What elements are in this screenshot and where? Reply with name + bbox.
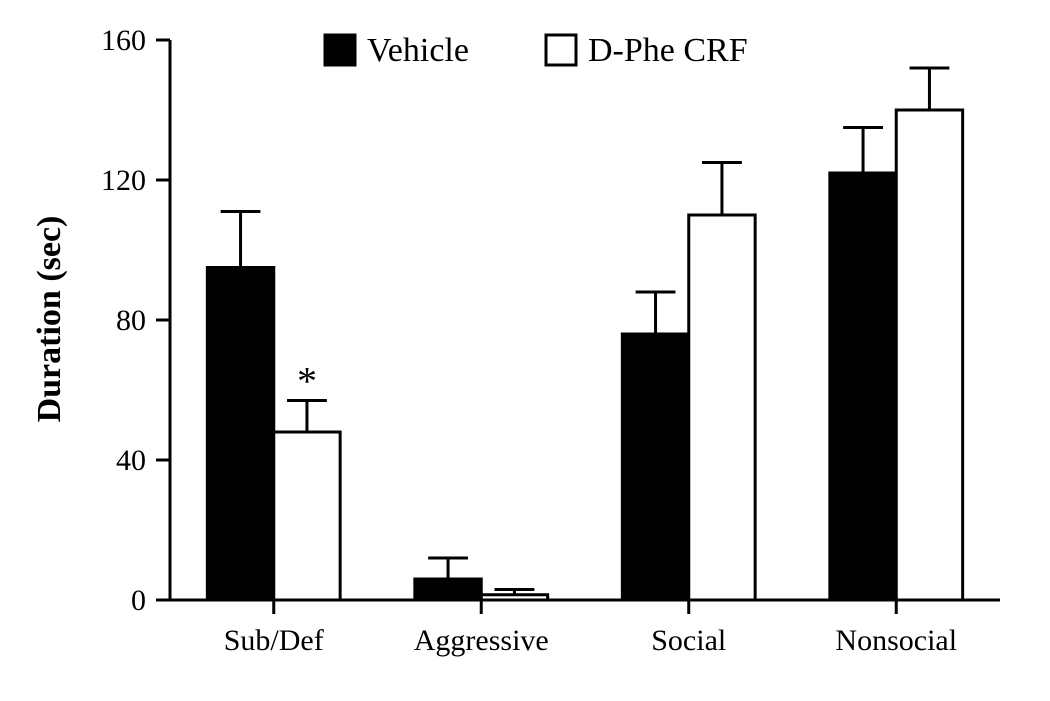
x-tick-label: Nonsocial <box>835 624 957 657</box>
bar-vehicle <box>830 173 896 600</box>
x-tick-label: Aggressive <box>414 624 549 657</box>
y-tick-label: 40 <box>116 444 146 477</box>
x-tick-label: Sub/Def <box>224 624 324 657</box>
y-tick-label: 120 <box>101 164 146 197</box>
bar-vehicle <box>622 334 688 600</box>
y-tick-label: 160 <box>101 24 146 57</box>
y-tick-label: 80 <box>116 304 146 337</box>
bar-vehicle <box>207 268 273 601</box>
bar-dphe <box>274 432 340 600</box>
legend-swatch <box>546 35 576 65</box>
y-tick-label: 0 <box>131 584 146 617</box>
x-tick-label: Social <box>651 624 726 657</box>
bar-dphe <box>689 215 755 600</box>
bar-dphe <box>896 110 962 600</box>
legend-label: D-Phe CRF <box>588 32 748 69</box>
legend-label: Vehicle <box>367 32 469 69</box>
chart-container: Duration (sec) 0 40 80 120 160 Sub/Def Aggress… <box>0 0 1050 701</box>
bar-vehicle <box>415 579 481 600</box>
y-axis-title: Duration (sec) <box>31 39 69 599</box>
bar-dphe <box>481 595 547 600</box>
significance-marker: * <box>297 359 317 404</box>
legend-swatch <box>325 35 355 65</box>
bar-chart: 0 40 80 120 160 Sub/Def Aggressive Social Nonsoc… <box>0 0 1050 701</box>
